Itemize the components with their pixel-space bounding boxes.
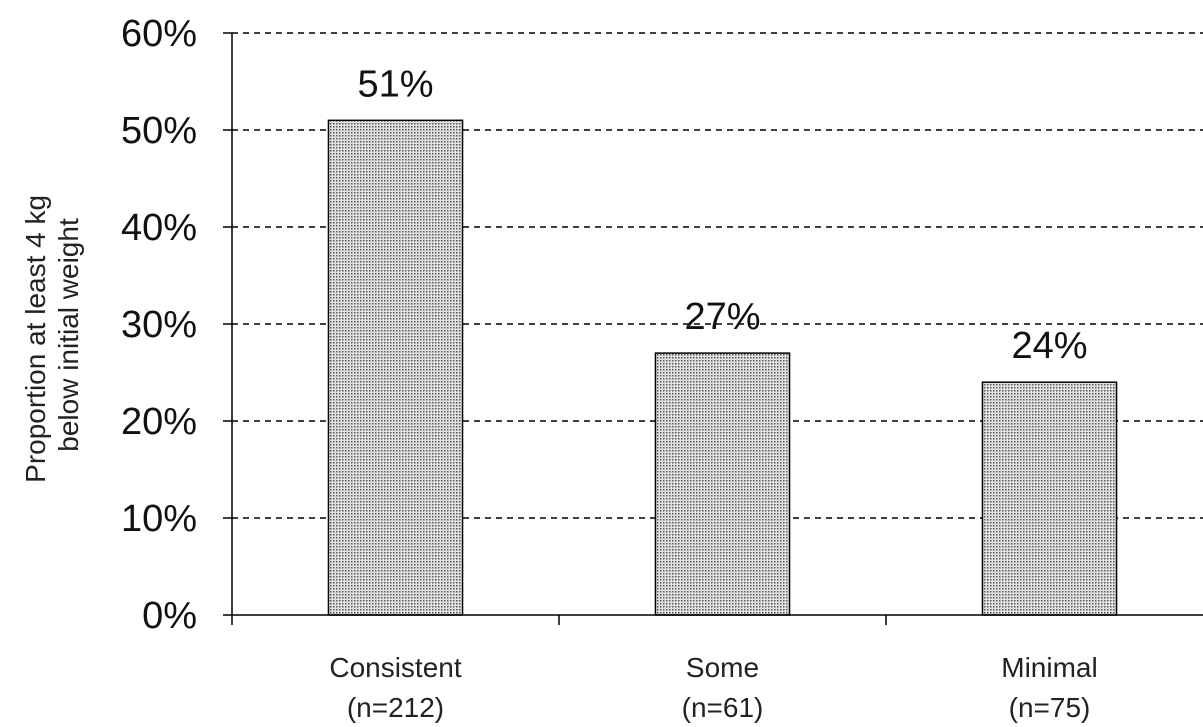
- bar: [327, 119, 464, 616]
- x-category-label: Some: [686, 652, 759, 683]
- bar: [981, 381, 1118, 616]
- bars: [327, 119, 1118, 616]
- x-category-label: Consistent: [329, 652, 462, 683]
- y-tick-label: 30%: [121, 304, 197, 346]
- y-tick-label: 50%: [121, 110, 197, 152]
- data-label: 51%: [357, 63, 433, 105]
- x-category-sublabel: (n=61): [682, 692, 764, 723]
- data-label: 27%: [684, 296, 760, 338]
- x-category-sublabel: (n=75): [1009, 692, 1091, 723]
- y-axis-title-line-2: below initial weight: [53, 218, 84, 452]
- y-tick-label: 60%: [121, 13, 197, 55]
- labels: 0% 10% 20% 30% 40% 50% 60% 51% Consistent (n=212)…: [121, 13, 1098, 723]
- y-tick-label: 40%: [121, 207, 197, 249]
- y-axis-title: Proportion at least 4 kg below initial w…: [20, 187, 84, 483]
- x-category-label: Minimal: [1001, 652, 1097, 683]
- axes: [223, 32, 1203, 625]
- data-label: 24%: [1011, 325, 1087, 367]
- y-tick-label: 0%: [142, 595, 197, 637]
- y-tick-label: 20%: [121, 401, 197, 443]
- bar: [654, 352, 791, 616]
- y-axis-title-line-1: Proportion at least 4 kg: [20, 195, 51, 483]
- x-category-sublabel: (n=212): [347, 692, 444, 723]
- y-tick-label: 10%: [121, 498, 197, 540]
